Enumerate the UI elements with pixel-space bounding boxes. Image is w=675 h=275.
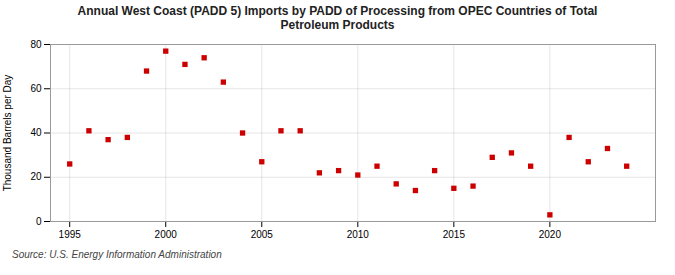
svg-text:80: 80 xyxy=(30,39,42,50)
html-text:Annual West Coast (PADD 5) Imp: Annual West Coast (PADD 5) Imports by PA… xyxy=(77,4,598,32)
svg-text:2020: 2020 xyxy=(539,229,562,240)
svg-text:0: 0 xyxy=(36,216,42,227)
svg-text:2000: 2000 xyxy=(155,229,178,240)
svg-text:40: 40 xyxy=(30,127,42,138)
svg-text:1995: 1995 xyxy=(59,229,82,240)
svg-text:60: 60 xyxy=(30,83,42,94)
svg-text:2015: 2015 xyxy=(443,229,466,240)
svg-text:2010: 2010 xyxy=(347,229,370,240)
html-text:Source: U.S. Energy Informatio: Source: U.S. Energy Information Administ… xyxy=(12,249,222,260)
svg-text:2005: 2005 xyxy=(251,229,274,240)
svg-text:20: 20 xyxy=(30,171,42,182)
svg-text:Thousand Barrels per Day: Thousand Barrels per Day xyxy=(2,75,13,192)
